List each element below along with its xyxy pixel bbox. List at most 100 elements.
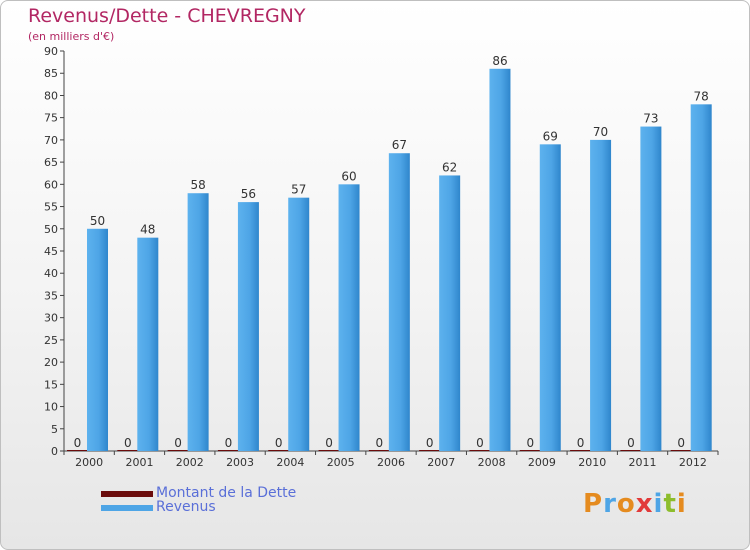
y-tick-label: 20 xyxy=(44,356,58,369)
bar-dette xyxy=(268,450,290,451)
data-label-dette: 0 xyxy=(225,436,233,450)
bar-dette xyxy=(167,450,189,451)
y-tick-label: 55 xyxy=(44,201,58,214)
data-label-dette: 0 xyxy=(577,436,585,450)
data-label-dette: 0 xyxy=(275,436,283,450)
data-label-dette: 0 xyxy=(526,436,534,450)
data-label-dette: 0 xyxy=(476,436,484,450)
logo-letter: i xyxy=(676,489,687,519)
data-label-dette: 0 xyxy=(325,436,333,450)
data-label-dette: 0 xyxy=(677,436,685,450)
bar-revenus xyxy=(338,184,360,452)
x-tick-label: 2005 xyxy=(327,456,355,469)
bar-revenus xyxy=(690,104,712,451)
data-label-revenus: 60 xyxy=(341,169,356,183)
y-tick-label: 50 xyxy=(44,223,58,236)
bar-revenus xyxy=(388,153,410,451)
bar-dette xyxy=(117,450,139,451)
x-tick-label: 2010 xyxy=(578,456,606,469)
legend-label-dette: Montant de la Dette xyxy=(156,485,297,501)
bar-revenus xyxy=(539,144,561,452)
data-label-revenus: 57 xyxy=(291,183,306,197)
y-tick-label: 80 xyxy=(44,89,58,102)
bar-dette xyxy=(670,450,692,451)
bar-revenus xyxy=(288,197,310,451)
x-tick-label: 2011 xyxy=(629,456,657,469)
logo-letter: o xyxy=(616,489,636,519)
data-label-dette: 0 xyxy=(376,436,384,450)
y-tick-label: 70 xyxy=(44,134,58,147)
bar-revenus xyxy=(237,202,259,451)
logo-letter: P xyxy=(583,489,604,519)
y-tick-label: 0 xyxy=(51,445,58,458)
x-tick-label: 2006 xyxy=(377,456,405,469)
x-tick-label: 2007 xyxy=(427,456,455,469)
bar-revenus xyxy=(87,228,108,451)
legend-swatch-revenus xyxy=(101,505,153,511)
y-tick-label: 60 xyxy=(44,178,58,191)
data-label-dette: 0 xyxy=(627,436,635,450)
bar-revenus xyxy=(640,126,662,452)
data-label-dette: 0 xyxy=(124,436,132,450)
data-label-revenus: 73 xyxy=(643,112,658,126)
bar-revenus xyxy=(187,193,209,451)
data-label-revenus: 50 xyxy=(90,214,105,228)
bar-dette xyxy=(469,450,491,451)
x-tick-label: 2003 xyxy=(226,456,254,469)
data-label-revenus: 62 xyxy=(442,160,457,174)
bar-dette xyxy=(318,450,340,451)
bar-revenus xyxy=(137,237,159,451)
bar-dette xyxy=(620,450,642,451)
x-tick-label: 2004 xyxy=(276,456,304,469)
x-tick-label: 2008 xyxy=(478,456,506,469)
bar-dette xyxy=(570,450,592,451)
y-tick-label: 35 xyxy=(44,289,58,302)
x-tick-label: 2000 xyxy=(75,456,103,469)
data-label-dette: 0 xyxy=(74,436,82,450)
data-label-revenus: 56 xyxy=(241,187,256,201)
y-tick-label: 85 xyxy=(44,67,58,80)
data-label-revenus: 69 xyxy=(543,129,558,143)
bar-dette xyxy=(217,450,239,451)
y-tick-label: 65 xyxy=(44,156,58,169)
logo-letter: r xyxy=(603,489,617,519)
data-label-dette: 0 xyxy=(426,436,434,450)
data-label-revenus: 48 xyxy=(140,223,155,237)
y-tick-label: 25 xyxy=(44,334,58,347)
data-label-revenus: 58 xyxy=(190,178,205,192)
y-tick-label: 15 xyxy=(44,378,58,391)
bar-dette xyxy=(67,450,88,451)
y-tick-label: 90 xyxy=(44,45,58,58)
legend-swatch-dette xyxy=(101,491,153,497)
bar-dette xyxy=(368,450,390,451)
bar-revenus xyxy=(590,139,612,451)
y-tick-label: 30 xyxy=(44,312,58,325)
chart-subtitle: (en milliers d'€) xyxy=(28,30,115,43)
bar-dette xyxy=(419,450,441,451)
data-label-revenus: 78 xyxy=(694,89,709,103)
bar-dette xyxy=(519,450,541,451)
data-label-revenus: 86 xyxy=(492,54,507,68)
data-label-revenus: 67 xyxy=(392,138,407,152)
y-tick-label: 5 xyxy=(51,423,58,436)
data-label-dette: 0 xyxy=(174,436,182,450)
logo-letter: t xyxy=(663,489,677,519)
chart-title: Revenus/Dette - CHEVREGNY xyxy=(28,5,306,27)
x-tick-label: 2012 xyxy=(679,456,707,469)
x-tick-label: 2002 xyxy=(176,456,204,469)
y-tick-label: 45 xyxy=(44,245,58,258)
logo-letter: x xyxy=(635,489,654,519)
y-tick-label: 40 xyxy=(44,267,58,280)
bar-revenus xyxy=(489,68,511,452)
x-tick-label: 2009 xyxy=(528,456,556,469)
y-tick-label: 75 xyxy=(44,112,58,125)
bar-revenus xyxy=(439,175,461,451)
y-tick-label: 10 xyxy=(44,401,58,414)
x-tick-label: 2001 xyxy=(125,456,153,469)
logo-letter: i xyxy=(653,489,664,519)
proxiti-logo: Proxiti xyxy=(583,489,687,519)
data-label-revenus: 70 xyxy=(593,125,608,139)
legend-label-revenus: Revenus xyxy=(156,499,216,515)
